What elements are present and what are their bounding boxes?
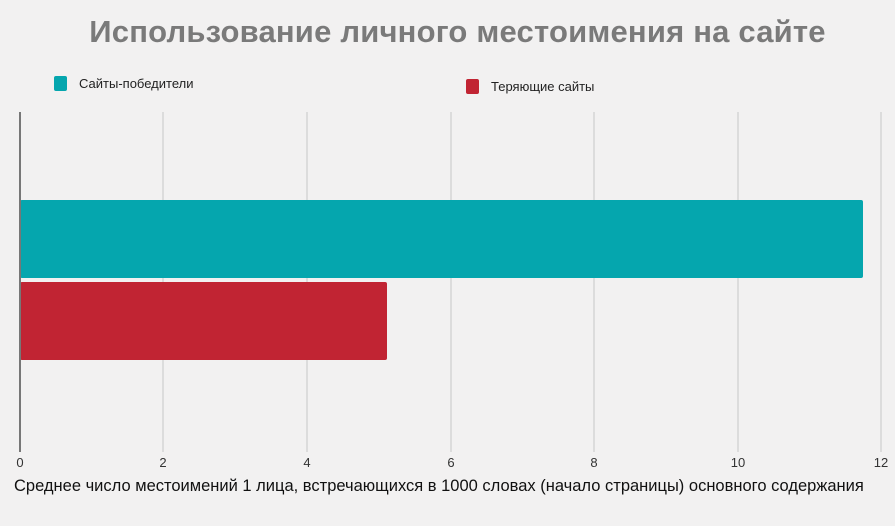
legend-item-winners: Сайты-победители bbox=[54, 76, 193, 91]
gridline-6 bbox=[450, 112, 452, 452]
tick-label: 4 bbox=[303, 455, 311, 470]
tick-label: 0 bbox=[16, 455, 24, 470]
legend-swatch-red-icon bbox=[466, 79, 479, 94]
x-axis-label: Среднее число местоимений 1 лица, встреч… bbox=[14, 477, 864, 495]
tick-label: 10 bbox=[730, 455, 746, 470]
legend-item-losers: Теряющие сайты bbox=[466, 79, 594, 94]
gridline-8 bbox=[593, 112, 595, 452]
legend-swatch-teal-icon bbox=[54, 76, 67, 91]
y-axis-line bbox=[19, 112, 21, 452]
tick-label: 8 bbox=[590, 455, 598, 470]
chart-title: Использование личного местоимения на сай… bbox=[89, 14, 826, 49]
tick-label: 6 bbox=[447, 455, 455, 470]
legend-label: Сайты-победители bbox=[79, 76, 194, 91]
gridline-10 bbox=[737, 112, 739, 452]
tick-label: 2 bbox=[159, 455, 167, 470]
legend-label: Теряющие сайты bbox=[491, 79, 595, 94]
tick-label: 12 bbox=[873, 455, 889, 470]
bar-winners bbox=[20, 200, 863, 278]
gridline-12 bbox=[880, 112, 882, 452]
bar-losers bbox=[20, 282, 387, 360]
